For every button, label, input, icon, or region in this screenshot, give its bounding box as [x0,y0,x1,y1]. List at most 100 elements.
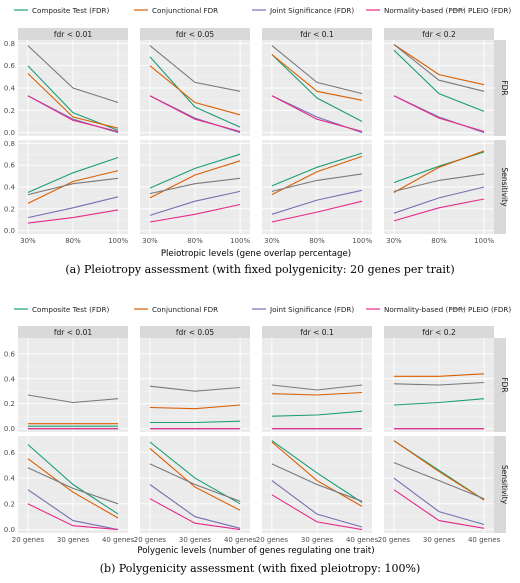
series-line [271,440,363,503]
series-line [393,44,485,92]
legend-label: PLEIO (FDR) [468,305,511,314]
series-line [271,441,363,507]
x-axis-title: Polygenic levels (number of genes regula… [137,546,374,556]
row-strip [494,338,506,432]
series-line [393,440,485,501]
panel-strip [262,326,372,338]
series-line [393,186,485,214]
x-tick-label: 80% [309,237,325,245]
legend-label: Joint Significance (FDR) [269,305,354,314]
x-tick-label: 30 genes [179,536,212,544]
series-line [271,480,363,528]
legend-label: Conjunctional FDR [152,305,218,314]
series-line [149,484,241,529]
y-tick-label: 0.4 [4,375,16,383]
x-tick-label: 40 genes [102,536,135,544]
x-tick-label: 80% [431,237,447,245]
series-line [149,498,241,531]
series-line [27,467,119,505]
panel-title: fdr < 0.05 [176,328,214,337]
row-label: Sensitivity [500,465,509,505]
series-line [271,384,363,391]
panel-title: fdr < 0.05 [176,30,214,39]
series-line [271,410,363,417]
legend-label: Composite Test (FDR) [32,6,110,15]
x-tick-label: 40 genes [346,536,379,544]
series-line [27,444,119,515]
x-axis-title: Pleiotropic levels (gene overlap percent… [161,249,351,259]
series-line [27,489,119,531]
y-tick-label: 0.6 [4,162,16,170]
series-line [149,95,241,133]
y-tick-label: 0.6 [4,62,16,70]
series-line [271,200,363,223]
series-line [271,189,363,215]
y-tick-label: 0.4 [4,475,16,483]
panel-title: fdr < 0.2 [422,30,456,39]
row-label: FDR [500,377,509,392]
legend-label: Normality-based (FDR) [384,305,466,314]
row-label: FDR [500,80,509,95]
legend-label: Conjunctional FDR [152,6,218,15]
series-line [27,95,119,133]
series-line [393,173,485,192]
panel-title: fdr < 0.1 [300,328,334,337]
series-line [27,196,119,219]
row-strip [494,140,506,234]
x-tick-label: 100% [230,237,250,245]
series-line [27,503,119,531]
y-tick-label: 0.2 [4,205,15,213]
series-line [393,462,485,500]
y-tick-label: 0.2 [4,107,15,115]
y-tick-label: 0.4 [4,85,16,93]
y-tick-label: 0.8 [4,140,15,148]
x-tick-label: 30 genes [301,536,334,544]
y-tick-label: 0.8 [4,40,15,48]
panel-title: fdr < 0.01 [54,30,92,39]
series-line [149,190,241,216]
x-tick-label: 100% [352,237,372,245]
panel-strip [262,28,372,40]
series-line [27,156,119,194]
panel-title: fdr < 0.1 [300,30,334,39]
x-tick-label: 100% [474,237,494,245]
row-label: Sensitivity [500,167,509,207]
series-line [271,45,363,95]
series-line [271,463,363,502]
x-tick-label: 100% [108,237,128,245]
x-tick-label: 40 genes [224,536,257,544]
y-tick-label: 0.0 [4,227,15,235]
series-line [27,45,119,104]
series-line [271,54,363,101]
series-line [393,373,485,377]
series-line [149,56,241,128]
series-line [149,203,241,223]
panel-title: fdr < 0.2 [422,328,456,337]
panel-strip [140,326,250,338]
x-tick-label: 20 genes [12,536,45,544]
series-line [393,44,485,86]
x-tick-label: 30% [386,237,402,245]
series-line [393,477,485,526]
series-line [393,198,485,222]
caption-a: (a) Pleiotropy assessment (with fixed po… [65,263,455,276]
series-line [149,420,241,424]
series-line [393,398,485,406]
x-tick-label: 30 genes [423,536,456,544]
series-line [149,385,241,392]
panel-strip [384,326,494,338]
row-strip [494,436,506,533]
series-line [27,209,119,224]
caption-b: (b) Polygenicity assessment (with fixed … [99,562,421,575]
y-tick-label: 0.2 [4,500,15,508]
y-tick-label: 0.6 [4,350,16,358]
series-line [27,458,119,519]
series-line [149,177,241,195]
legend-label: Normality-based (FDR) [384,6,466,15]
series-line [149,404,241,410]
x-tick-label: 30 genes [57,536,90,544]
series-line [271,494,363,531]
x-tick-label: 30% [142,237,158,245]
series-line [271,152,363,187]
